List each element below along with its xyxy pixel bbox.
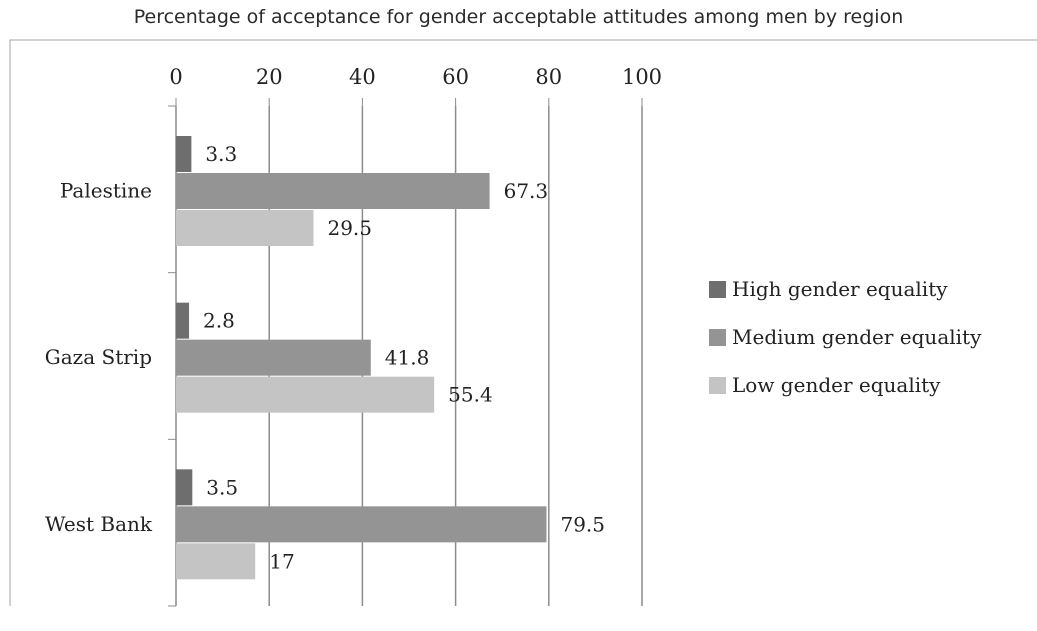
legend-label: Low gender equality (732, 373, 941, 397)
bar (176, 469, 193, 506)
data-label: 29.5 (327, 216, 372, 240)
data-label: 3.3 (205, 142, 237, 166)
x-tick-label: 60 (442, 65, 469, 89)
category-label: Palestine (60, 179, 152, 203)
bar (176, 173, 490, 209)
x-tick-label: 40 (349, 65, 376, 89)
category-label: West Bank (45, 512, 153, 536)
plot-frame (9, 39, 1037, 606)
x-axis-ticks: 0 20 40 60 80 100 (169, 65, 662, 89)
legend-swatch (709, 281, 726, 298)
data-label: 2.8 (203, 309, 235, 333)
data-label: 3.5 (206, 475, 238, 499)
data-label: 17 (269, 549, 294, 573)
bars: 3.3 67.3 29.5 2.8 41.8 55.4 3.5 79.5 17 (176, 136, 605, 580)
bar (176, 339, 371, 376)
data-label: 67.3 (504, 179, 549, 203)
legend-swatch (709, 377, 726, 394)
legend: High gender equality Medium gender equali… (709, 277, 982, 397)
data-label: 79.5 (560, 512, 605, 536)
category-labels: Palestine Gaza Strip West Bank (45, 179, 153, 536)
bar (176, 210, 314, 246)
bar (176, 376, 435, 413)
x-tick-label: 80 (535, 65, 562, 89)
data-label: 41.8 (385, 346, 430, 370)
x-tick-label: 100 (622, 65, 662, 89)
chart-title: Percentage of acceptance for gender acce… (133, 6, 904, 28)
data-label: 55.4 (448, 383, 493, 407)
bar (176, 302, 190, 339)
category-label: Gaza Strip (45, 345, 152, 369)
bar (176, 543, 256, 580)
x-tick-label: 0 (169, 65, 182, 89)
legend-swatch (709, 329, 726, 346)
legend-label: High gender equality (732, 277, 948, 301)
bar (176, 136, 192, 172)
x-tick-label: 20 (256, 65, 283, 89)
bar (176, 506, 547, 543)
legend-label: Medium gender equality (732, 325, 982, 349)
chart-frame (9, 39, 1037, 606)
